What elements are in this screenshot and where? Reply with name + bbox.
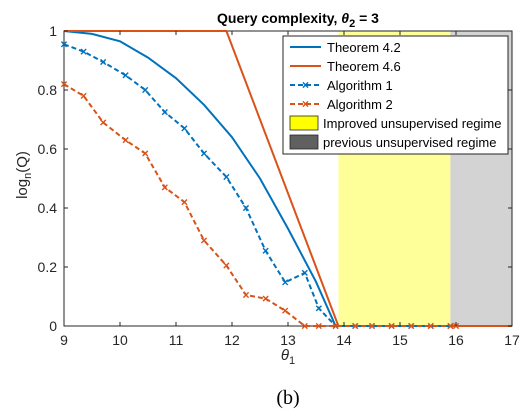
data-point: [80, 92, 87, 99]
x-axis-ticks: 9 10 11 12 13 14 15 16 17: [60, 31, 520, 348]
data-point: [315, 322, 322, 330]
data-point: [100, 58, 107, 66]
data-point: [301, 269, 308, 276]
y-tick-label: 0.4: [38, 200, 58, 216]
data-point: [408, 322, 415, 330]
y-tick-label: 0.8: [38, 82, 58, 98]
data-point: [352, 322, 359, 330]
data-point: [100, 119, 107, 126]
y-axis-label: logn(Q): [14, 151, 34, 199]
y-axis-label-prefix: log: [14, 179, 31, 199]
data-point: [60, 81, 68, 88]
legend-label-algorithm-2: Algorithm 2: [327, 97, 393, 112]
legend-marker-algorithm-2: [302, 100, 309, 108]
data-point: [282, 279, 289, 286]
y-tick-label: 0.2: [38, 259, 58, 275]
x-tick-label: 9: [60, 332, 68, 348]
data-point: [142, 150, 149, 157]
y-tick-label: 1: [49, 23, 57, 39]
y-axis-label-subscript: n: [22, 173, 34, 179]
data-point: [60, 41, 68, 48]
data-point: [161, 184, 168, 191]
y-axis-ticks: 0 0.2 0.4 0.6 0.8 1: [38, 23, 512, 334]
x-axis-label-symbol: θ: [281, 347, 289, 364]
data-point: [223, 262, 230, 269]
legend-swatch-previous-unsupervised-regime: [289, 134, 319, 150]
series-layer: [60, 30, 512, 330]
data-point: [80, 48, 87, 55]
legend-marker-algorithm-1: [302, 81, 309, 89]
y-tick-label: 0: [49, 318, 57, 334]
x-tick-label: 17: [504, 332, 520, 348]
chart-title-suffix: = 3: [355, 10, 379, 26]
data-point: [181, 199, 188, 206]
data-point: [368, 322, 376, 330]
legend-label-theorem-4-6: Theorem 4.6: [327, 59, 401, 74]
data-point: [181, 125, 188, 132]
data-point: [122, 72, 129, 79]
legend-box: [282, 35, 509, 155]
figure-caption: (b): [276, 387, 299, 409]
x-tick-label: 13: [280, 332, 296, 348]
legend-label-improved-unsupervised-regime: Improved unsupervised regime: [323, 116, 501, 131]
data-point: [388, 322, 395, 330]
data-point: [447, 322, 454, 330]
x-tick-label: 12: [224, 332, 240, 348]
data-point: [427, 322, 434, 330]
x-axis-label: θ1: [281, 347, 295, 367]
x-axis-label-subscript: 1: [289, 355, 295, 367]
data-point: [200, 150, 208, 157]
x-tick-label: 15: [392, 332, 408, 348]
x-tick-label: 14: [336, 332, 352, 348]
data-point: [223, 173, 230, 181]
chart-title: Query complexity, θ2 = 3: [217, 10, 379, 30]
series-line-algorithm-2: [63, 83, 456, 327]
data-point: [332, 322, 339, 330]
data-point: [242, 291, 250, 299]
series-algorithm-2: [60, 81, 460, 330]
data-point: [122, 137, 129, 144]
data-point: [161, 109, 168, 116]
legend-swatch-improved-unsupervised-regime: [289, 115, 319, 131]
data-point: [315, 305, 322, 312]
data-point: [200, 237, 208, 244]
chart-title-symbol: θ: [341, 10, 349, 26]
chart-title-subscript: 2: [349, 18, 355, 30]
series-line-theorem-4-2: [63, 30, 337, 327]
legend-label-previous-unsupervised-regime: previous unsupervised regime: [323, 135, 496, 150]
legend-label-algorithm-1: Algorithm 1: [327, 78, 393, 93]
y-tick-label: 0.6: [38, 141, 58, 157]
x-tick-label: 16: [448, 332, 464, 348]
x-tick-label: 11: [169, 332, 184, 348]
legend: Theorem 4.2 Theorem 4.6 Algorithm 1 Algorit…: [282, 35, 509, 155]
data-point: [262, 247, 269, 254]
data-point: [262, 295, 269, 302]
x-tick-label: 10: [112, 332, 128, 348]
legend-label-theorem-4-2: Theorem 4.2: [327, 40, 401, 55]
data-point: [142, 86, 149, 94]
series-theorem-4-2: [63, 30, 337, 327]
data-point: [301, 322, 308, 330]
data-point: [282, 307, 289, 314]
y-axis-label-suffix: (Q): [14, 151, 31, 173]
data-point: [242, 204, 250, 212]
chart-title-prefix: Query complexity,: [217, 10, 341, 26]
